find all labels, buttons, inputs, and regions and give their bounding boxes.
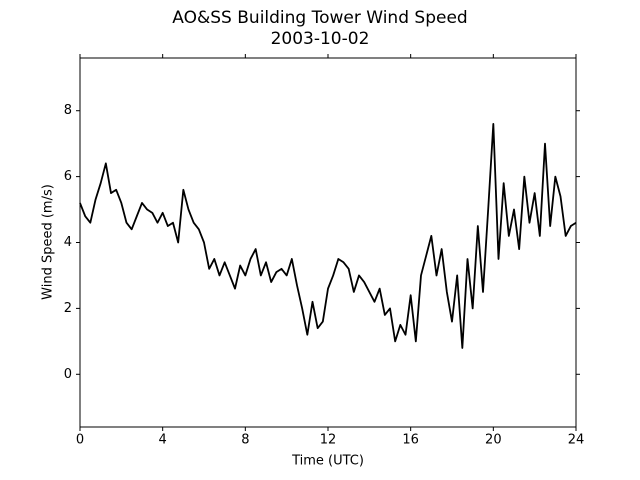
y-tick-label: 0 [64,367,72,382]
plot-frame [79,57,577,428]
x-tick-label: 12 [320,433,337,448]
chart-title: AO&SS Building Tower Wind Speed [172,8,467,28]
x-axis-label: Time (UTC) [291,454,364,469]
x-tick-label: 20 [485,433,502,448]
y-tick-label: 2 [64,301,72,316]
x-tick-label: 24 [568,433,585,448]
y-tick-label: 6 [64,169,72,184]
x-tick-label: 0 [76,433,84,448]
chart-subtitle: 2003-10-02 [271,29,370,49]
y-tick-label: 4 [64,235,72,250]
x-tick-label: 4 [159,433,167,448]
y-tick-label: 8 [64,103,72,118]
y-axis-label: Wind Speed (m/s) [41,184,56,300]
x-tick-label: 16 [402,433,419,448]
x-tick-label: 8 [241,433,249,448]
data-line [79,122,577,349]
